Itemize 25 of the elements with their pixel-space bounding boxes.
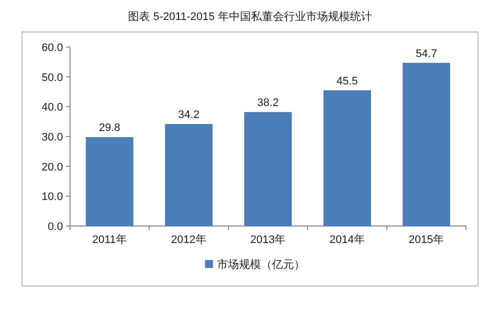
legend-label: 市场规模（亿元） bbox=[217, 258, 305, 271]
title: 图表 5-2011-2015 年中国私董会行业市场规模统计 bbox=[128, 11, 372, 23]
data-label: 29.8 bbox=[98, 122, 120, 134]
data-label: 54.7 bbox=[416, 48, 438, 60]
y-tick-label: 0.0 bbox=[48, 221, 63, 233]
bar bbox=[402, 62, 450, 226]
x-tick-label: 2012年 bbox=[171, 234, 207, 246]
y-tick-label: 40.0 bbox=[42, 102, 63, 114]
bar bbox=[323, 90, 371, 226]
y-tick-label: 60.0 bbox=[42, 42, 63, 54]
bar bbox=[86, 137, 134, 226]
y-tick-label: 50.0 bbox=[42, 72, 63, 84]
y-tick-label: 20.0 bbox=[42, 161, 63, 174]
data-label: 38.2 bbox=[257, 97, 279, 110]
bar bbox=[244, 112, 292, 226]
data-label: 34.2 bbox=[178, 108, 200, 121]
data-label: 45.5 bbox=[336, 75, 358, 88]
x-tick-label: 2014年 bbox=[329, 234, 365, 246]
bar bbox=[165, 124, 213, 226]
x-tick-label: 2011年 bbox=[92, 234, 127, 246]
x-tick-label: 2013年 bbox=[250, 234, 286, 246]
x-tick-label: 2015年 bbox=[408, 234, 444, 246]
legend: 市场规模（亿元） bbox=[205, 259, 305, 271]
y-tick-label: 30.0 bbox=[42, 132, 63, 144]
y-tick-label: 10.0 bbox=[42, 191, 63, 204]
